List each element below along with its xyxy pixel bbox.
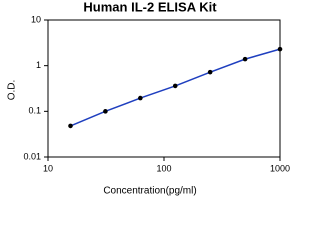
data-point — [277, 46, 283, 52]
x-tick-label: 1000 — [270, 163, 290, 173]
x-tick-label: 10 — [43, 163, 53, 173]
chart: Human IL-2 ELISA Kit Concentration(pg/ml… — [7, 0, 290, 197]
x-tick-label: 100 — [156, 163, 171, 173]
y-tick-label: 0.1 — [28, 106, 41, 116]
plot-frame — [47, 19, 281, 158]
y-tick-label: 10 — [31, 14, 41, 24]
y-tick-label: 1 — [36, 60, 41, 70]
data-point — [103, 109, 108, 114]
y-axis-label: O.D. — [7, 80, 18, 101]
data-point — [68, 123, 73, 129]
chart-title: Human IL-2 ELISA Kit — [83, 0, 217, 14]
data-point — [172, 83, 178, 89]
y-tick-label: 0.01 — [23, 151, 41, 161]
data-point — [207, 69, 213, 75]
x-axis-label: Concentration(pg/ml) — [103, 186, 196, 197]
data-point — [242, 56, 248, 62]
data-point — [138, 95, 143, 101]
